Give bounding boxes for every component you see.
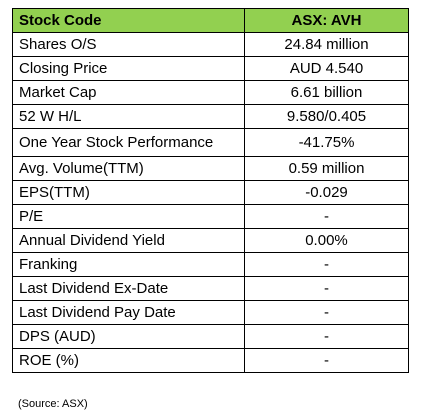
row-value: -41.75% [244, 128, 409, 157]
header-value-cell: ASX: AVH [244, 8, 409, 33]
stock-table: Stock Code ASX: AVH Shares O/S 24.84 mil… [12, 8, 409, 373]
table-row: Closing Price AUD 4.540 [12, 56, 409, 81]
row-label: Last Dividend Pay Date [12, 300, 245, 325]
row-label: DPS (AUD) [12, 324, 245, 349]
row-label: EPS(TTM) [12, 180, 245, 205]
row-label: Franking [12, 252, 245, 277]
row-value: - [244, 252, 409, 277]
row-value: 24.84 million [244, 32, 409, 57]
row-label: Market Cap [12, 80, 245, 105]
row-value: AUD 4.540 [244, 56, 409, 81]
row-value: - [244, 276, 409, 301]
table-row: Last Dividend Ex-Date - [12, 276, 409, 301]
table-row: Annual Dividend Yield 0.00% [12, 228, 409, 253]
table-row: EPS(TTM) -0.029 [12, 180, 409, 205]
row-value: 6.61 billion [244, 80, 409, 105]
row-label: Closing Price [12, 56, 245, 81]
row-label: One Year Stock Performance [12, 128, 245, 157]
row-value: 9.580/0.405 [244, 104, 409, 129]
stock-info-sheet: Stock Code ASX: AVH Shares O/S 24.84 mil… [12, 8, 409, 373]
table-row: Last Dividend Pay Date - [12, 300, 409, 325]
table-row: DPS (AUD) - [12, 324, 409, 349]
table-row: 52 W H/L 9.580/0.405 [12, 104, 409, 129]
table-row: Market Cap 6.61 billion [12, 80, 409, 105]
row-label: Avg. Volume(TTM) [12, 156, 245, 181]
row-value: -0.029 [244, 180, 409, 205]
source-note: (Source: ASX) [18, 398, 88, 410]
table-row: Shares O/S 24.84 million [12, 32, 409, 57]
row-value: - [244, 324, 409, 349]
row-label: P/E [12, 204, 245, 229]
row-label: Annual Dividend Yield [12, 228, 245, 253]
header-label-cell: Stock Code [12, 8, 245, 33]
row-value: - [244, 204, 409, 229]
row-label: Shares O/S [12, 32, 245, 57]
row-value: - [244, 348, 409, 373]
table-row: P/E - [12, 204, 409, 229]
row-value: 0.59 million [244, 156, 409, 181]
row-label: Last Dividend Ex-Date [12, 276, 245, 301]
row-label: ROE (%) [12, 348, 245, 373]
table-row: ROE (%) - [12, 348, 409, 373]
table-row: Avg. Volume(TTM) 0.59 million [12, 156, 409, 181]
row-label: 52 W H/L [12, 104, 245, 129]
row-value: 0.00% [244, 228, 409, 253]
table-row: Franking - [12, 252, 409, 277]
row-value: - [244, 300, 409, 325]
table-header-row: Stock Code ASX: AVH [12, 8, 409, 33]
table-row: One Year Stock Performance -41.75% [12, 128, 409, 157]
